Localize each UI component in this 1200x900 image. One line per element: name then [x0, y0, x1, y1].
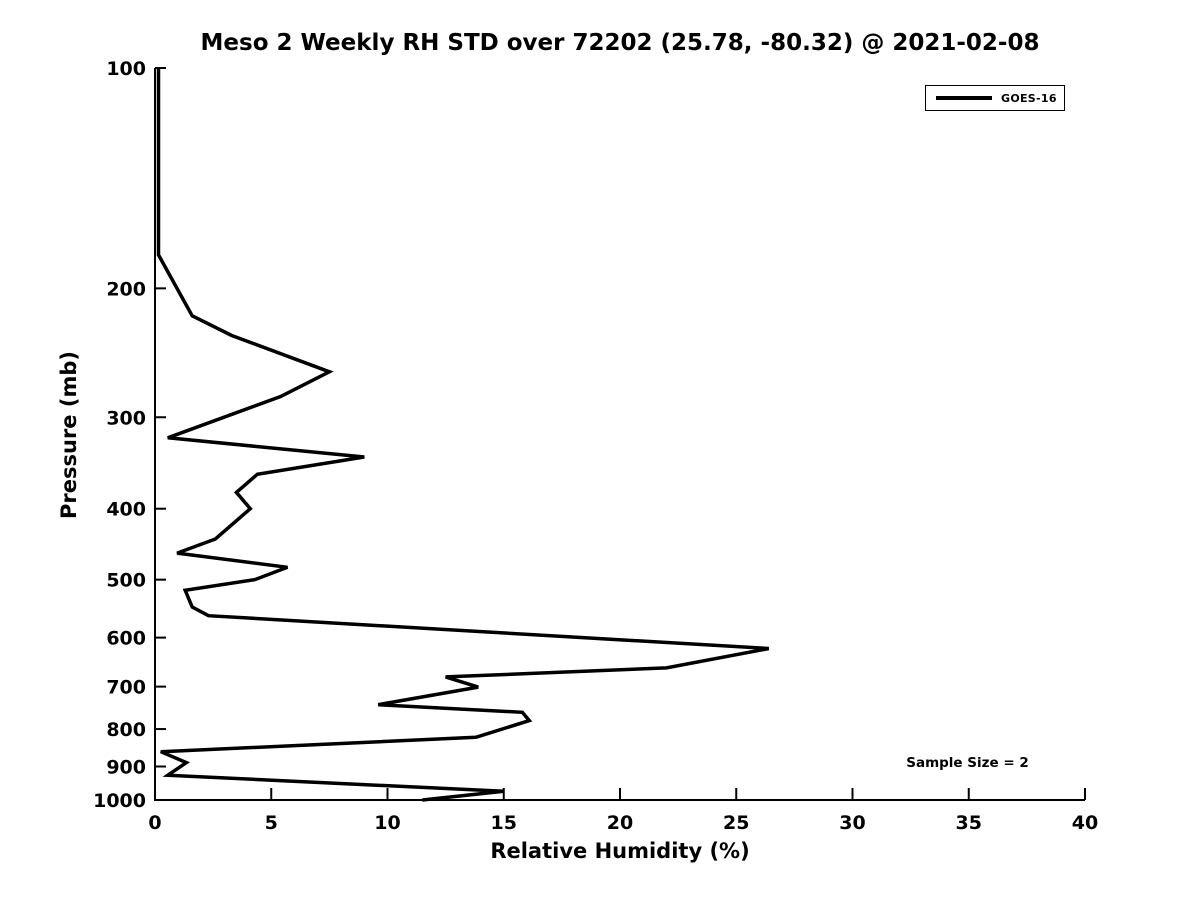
y-tick-label: 600: [106, 628, 146, 650]
y-tick-label: 200: [106, 278, 146, 300]
x-tick-label: 15: [491, 812, 517, 834]
y-tick-label: 1000: [93, 790, 146, 812]
y-tick-label: 800: [106, 719, 146, 741]
x-tick-label: 25: [723, 812, 749, 834]
y-tick-label: 500: [106, 570, 146, 592]
series-line-goes-16: [156, 68, 770, 802]
x-tick-label: 5: [265, 812, 278, 834]
y-axis-label: Pressure (mb): [57, 351, 81, 519]
x-tick-label: 40: [1072, 812, 1098, 834]
x-tick-label: 20: [607, 812, 633, 834]
x-tick-label: 0: [148, 812, 161, 834]
y-tick-label: 700: [106, 677, 146, 699]
y-tick-label: 300: [106, 407, 146, 429]
x-tick-label: 35: [956, 812, 982, 834]
y-tick-label: 900: [106, 757, 146, 779]
y-tick-label: 100: [106, 58, 146, 80]
legend: GOES-16: [925, 85, 1065, 111]
legend-line-sample: [936, 96, 992, 100]
sample-size-annotation: Sample Size = 2: [906, 755, 1029, 771]
x-axis-label: Relative Humidity (%): [490, 839, 750, 863]
legend-entry-label: GOES-16: [1001, 91, 1057, 105]
chart-title: Meso 2 Weekly RH STD over 72202 (25.78, …: [200, 30, 1040, 56]
y-tick-label: 400: [106, 499, 146, 521]
x-tick-label: 30: [839, 812, 865, 834]
x-tick-label: 10: [374, 812, 400, 834]
